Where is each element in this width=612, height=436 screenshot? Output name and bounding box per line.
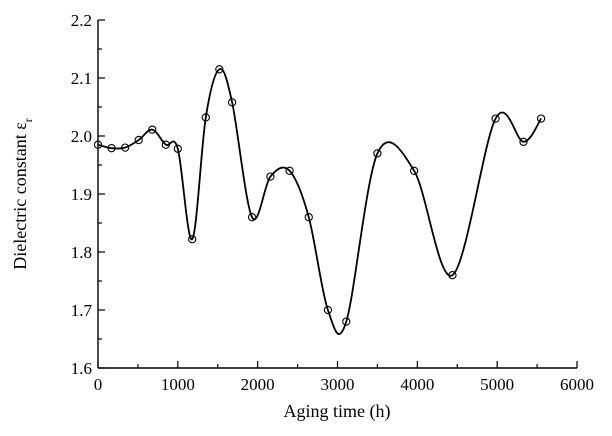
y-axis-title-subscript: r	[21, 118, 35, 122]
data-point-marker	[285, 166, 294, 175]
series	[97, 68, 542, 335]
markers	[93, 65, 546, 326]
data-point-marker	[266, 172, 275, 181]
data-point-marker	[409, 166, 419, 175]
data-point-marker	[323, 305, 333, 315]
data-point-marker	[188, 235, 197, 244]
data-point-marker	[373, 149, 382, 158]
data-point-marker	[304, 213, 313, 222]
data-point-marker	[342, 317, 351, 326]
x-tick-label: 0	[94, 375, 103, 394]
x-tick-label: 1000	[161, 375, 195, 394]
x-tick-label: 2000	[241, 375, 275, 394]
x-tick-label: 4000	[400, 375, 434, 394]
data-point-marker	[536, 114, 546, 123]
data-point-marker	[519, 137, 528, 146]
data-point-marker	[201, 113, 210, 122]
data-point-marker	[247, 213, 257, 222]
y-axis-title: Dielectric constant εr	[10, 118, 35, 270]
x-tick-label: 5000	[480, 375, 514, 394]
y-tick-label: 1.8	[71, 243, 92, 262]
data-point-marker	[215, 65, 224, 74]
data-point-marker	[448, 271, 457, 280]
data-point-marker	[93, 140, 103, 149]
x-axis-title: Aging time (h)	[284, 401, 391, 422]
data-point-marker	[148, 125, 157, 134]
y-tick-label: 1.6	[71, 359, 92, 378]
y-axis-title-main: Dielectric constant ε	[10, 122, 30, 270]
y-tick-label: 1.7	[71, 301, 93, 320]
data-point-marker	[173, 144, 182, 153]
y-tick-label: 1.9	[71, 185, 92, 204]
data-point-marker	[134, 135, 143, 145]
y-tick-label: 2.1	[71, 69, 92, 88]
data-point-marker	[120, 143, 130, 152]
x-ticks: 0 1000 2000 3000 4000 5000 6000	[94, 361, 594, 394]
series-line	[97, 68, 542, 335]
y-tick-label: 2.2	[71, 11, 92, 30]
x-tick-label: 3000	[321, 375, 355, 394]
y-ticks: 1.6 1.7 1.8 1.9 2.0 2.1 2.2	[71, 11, 105, 378]
axes	[97, 20, 577, 369]
x-tick-label: 6000	[560, 375, 594, 394]
data-point-marker	[491, 114, 500, 123]
y-tick-label: 2.0	[71, 127, 92, 146]
data-point-marker	[161, 140, 171, 149]
data-point-marker	[227, 98, 237, 107]
data-point-marker	[107, 144, 116, 153]
